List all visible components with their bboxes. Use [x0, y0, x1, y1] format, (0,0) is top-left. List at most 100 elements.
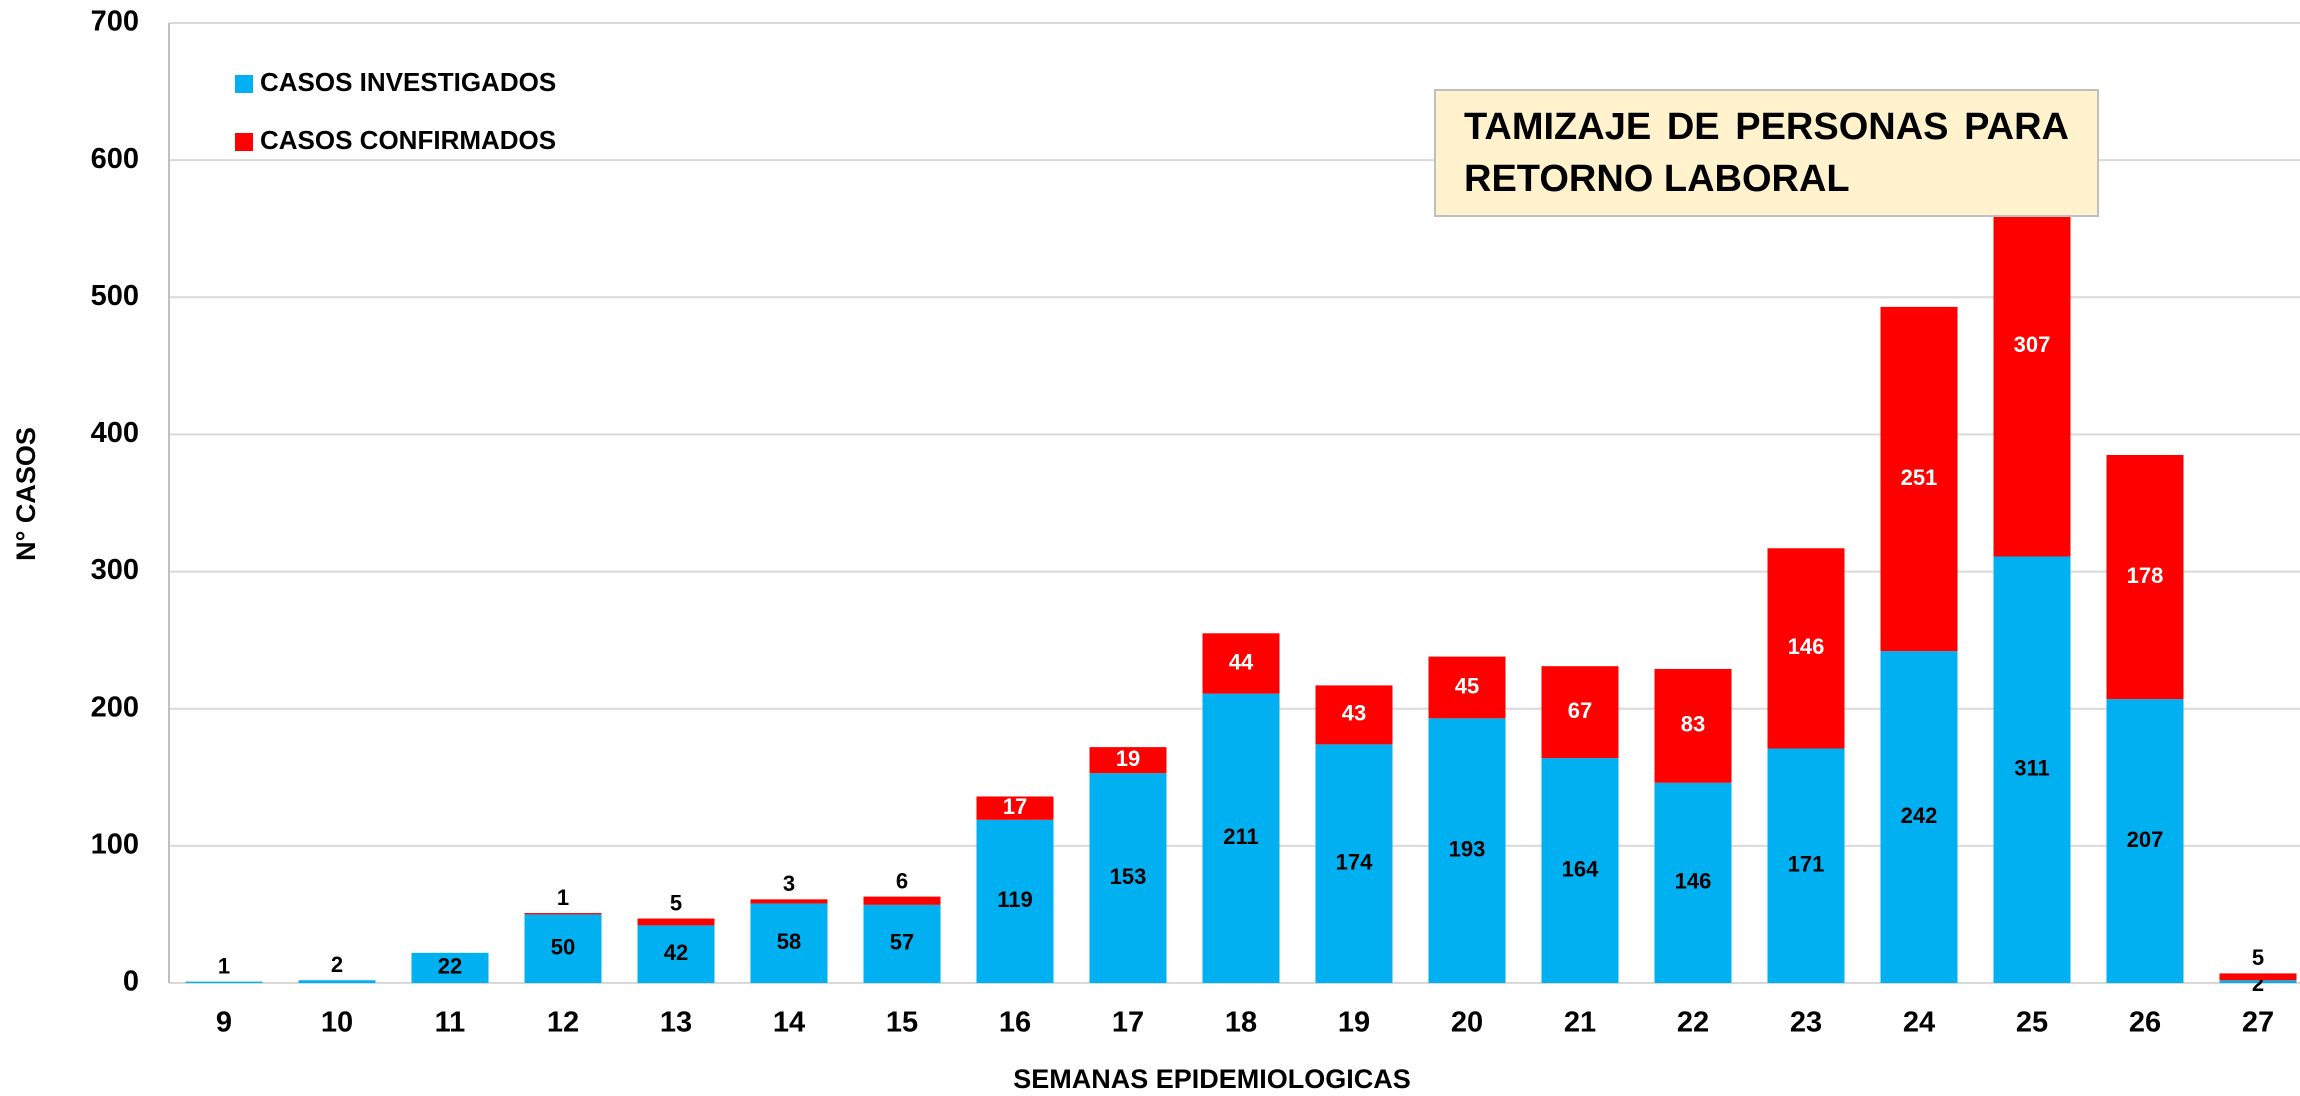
- x-tick-label: 26: [2129, 1007, 2161, 1039]
- bar-segment: [1202, 693, 1280, 983]
- bar-segment: [1089, 773, 1167, 983]
- bar-segment: [863, 904, 941, 983]
- x-tick-label: 10: [321, 1007, 353, 1039]
- y-tick-label: 100: [91, 829, 139, 861]
- bar-segment: [298, 980, 376, 983]
- data-label: 307: [2014, 332, 2051, 357]
- data-label: 17: [1003, 794, 1027, 819]
- x-tick-label: 17: [1112, 1007, 1144, 1039]
- data-label: 22: [438, 954, 462, 979]
- y-tick-label: 300: [91, 554, 139, 586]
- x-tick-label: 24: [1903, 1007, 1935, 1039]
- y-tick-label: 0: [123, 966, 139, 998]
- data-label: 42: [664, 940, 688, 965]
- bar-segment: [411, 952, 489, 983]
- y-tick-label: 200: [91, 691, 139, 723]
- x-tick-label: 27: [2242, 1007, 2274, 1039]
- bar-segment: [1202, 633, 1280, 694]
- bar-segment: [1880, 651, 1958, 983]
- data-label: 251: [1901, 465, 1938, 490]
- bar-segment: [1654, 668, 1732, 783]
- data-label: 83: [1681, 712, 1705, 737]
- data-label: 50: [551, 935, 575, 960]
- x-tick-label: 15: [886, 1007, 918, 1039]
- data-label: 311: [2014, 756, 2050, 781]
- bar-segment: [524, 914, 602, 983]
- x-tick-label: 9: [216, 1007, 232, 1039]
- bar-segment: [1428, 656, 1506, 719]
- x-tick-label: 12: [547, 1007, 579, 1039]
- x-tick-label: 25: [2016, 1007, 2048, 1039]
- bar-segment: [1541, 758, 1619, 983]
- data-label: 19: [1116, 746, 1140, 771]
- data-label: 1: [557, 885, 569, 910]
- data-label: 58: [777, 929, 801, 954]
- data-label: 178: [2127, 563, 2164, 588]
- bar-segment: [1767, 548, 1845, 749]
- bar-segment: [524, 913, 602, 915]
- bar-segment: [2219, 973, 2297, 981]
- bar-segment: [2106, 455, 2184, 700]
- x-tick-label: 21: [1564, 1007, 1596, 1039]
- bar-segment: [863, 896, 941, 905]
- bar-segment: [2219, 980, 2297, 983]
- bar-segment: [1315, 744, 1393, 983]
- bar-segment: [1767, 748, 1845, 983]
- y-tick-label: 500: [91, 280, 139, 312]
- x-axis-title: SEMANAS EPIDEMIOLOGICAS: [1013, 1064, 1411, 1094]
- data-label: 146: [1788, 634, 1825, 659]
- bar-segment: [637, 925, 715, 983]
- legend-swatch: [235, 75, 253, 93]
- bar-segment: [976, 796, 1054, 820]
- bar-segment: [1541, 666, 1619, 759]
- y-tick-label: 400: [91, 417, 139, 449]
- bar-segment: [1880, 306, 1958, 652]
- legend-label: CASOS INVESTIGADOS: [260, 67, 556, 97]
- y-tick-label: 600: [91, 143, 139, 175]
- bar-segment: [185, 981, 263, 983]
- data-label: 57: [890, 930, 914, 955]
- data-label: 6: [896, 868, 908, 893]
- data-label: 119: [997, 887, 1033, 912]
- bar-segment: [1993, 556, 2071, 983]
- bar-segment: [750, 903, 828, 983]
- data-label: 174: [1336, 849, 1373, 874]
- data-label: 207: [2127, 827, 2164, 852]
- bar-segment: [1089, 747, 1167, 774]
- data-label: 1: [218, 953, 230, 978]
- x-tick-label: 14: [773, 1007, 805, 1039]
- x-tick-label: 22: [1677, 1007, 1709, 1039]
- data-label: 67: [1568, 698, 1592, 723]
- bar-segment: [1428, 718, 1506, 983]
- data-label: 5: [670, 890, 682, 915]
- x-tick-label: 11: [435, 1007, 466, 1039]
- x-tick-label: 23: [1790, 1007, 1822, 1039]
- x-tick-label: 13: [660, 1007, 692, 1039]
- bar-segment: [2106, 699, 2184, 983]
- x-tick-label: 20: [1451, 1007, 1483, 1039]
- x-tick-label: 16: [999, 1007, 1031, 1039]
- data-label: 164: [1562, 856, 1599, 881]
- bar-segment: [976, 819, 1054, 983]
- data-label: 211: [1223, 824, 1259, 849]
- legend-swatch: [235, 133, 253, 151]
- data-label: 3: [783, 871, 795, 896]
- data-label: 242: [1901, 803, 1938, 828]
- bar-segment: [1654, 782, 1732, 983]
- data-label: 45: [1455, 673, 1479, 698]
- data-label: 44: [1229, 649, 1254, 674]
- data-label: 193: [1449, 836, 1486, 861]
- data-label: 43: [1342, 701, 1366, 726]
- annotation: TAMIZAJE DE PERSONAS PARA RETORNO LABORA…: [1434, 89, 2099, 217]
- bar-segment: [1315, 685, 1393, 745]
- data-label: 2: [331, 952, 343, 977]
- bar-segment: [750, 899, 828, 904]
- data-label: 171: [1788, 852, 1825, 877]
- x-tick-label: 18: [1225, 1007, 1257, 1039]
- legend-label: CASOS CONFIRMADOS: [260, 125, 556, 155]
- data-label: 153: [1110, 864, 1147, 889]
- data-label: 146: [1675, 869, 1712, 894]
- y-tick-label: 700: [91, 6, 139, 38]
